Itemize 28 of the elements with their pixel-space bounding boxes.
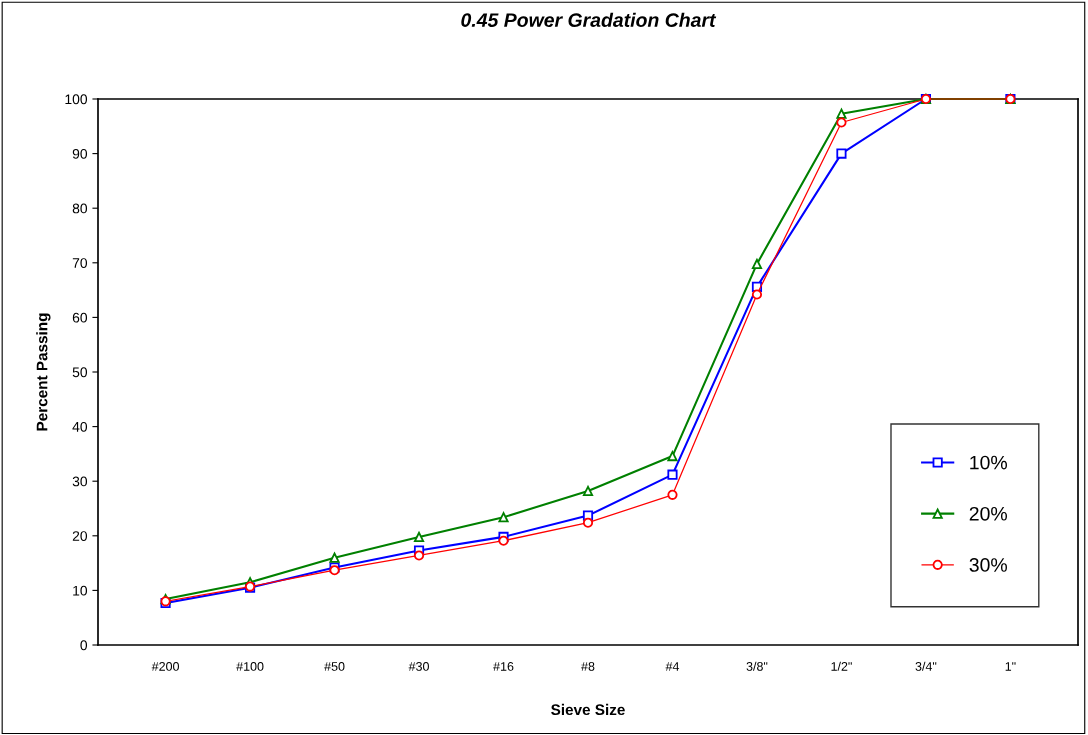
legend-label: 10%	[970, 455, 1007, 470]
x-tick-label: #30	[408, 662, 429, 671]
y-tick-label: 30	[72, 476, 88, 487]
y-tick-label: 10	[73, 585, 88, 596]
y-tick-label: 20	[72, 531, 88, 541]
y-tick-label: 80	[72, 203, 88, 214]
x-tick-label: 3/8"	[746, 661, 768, 671]
y-tick-label: 50	[72, 367, 88, 378]
x-tick-label: 3/4"	[915, 661, 937, 671]
x-tick-label: #16	[493, 662, 514, 671]
x-tick-label: #200	[151, 662, 179, 671]
y-axis-title: Percent Passing	[36, 313, 51, 431]
legend-label: 30%	[969, 558, 1007, 572]
y-tick-label: 0	[80, 640, 88, 651]
x-tick-label: #100	[236, 662, 264, 671]
x-tick-label: #50	[324, 662, 345, 671]
x-axis-title: Sieve Size	[551, 703, 625, 716]
y-tick-label: 90	[72, 148, 88, 159]
chart-title: 0.45 Power Gradation Chart	[461, 12, 717, 27]
x-tick-label: 1/2"	[831, 661, 852, 671]
x-tick-label: #4	[665, 662, 680, 671]
y-tick-label: 70	[72, 258, 88, 268]
y-tick-label: 40	[72, 421, 88, 432]
x-tick-label: 1"	[1005, 662, 1016, 671]
x-tick-label: #8	[581, 662, 595, 671]
y-tick-label: 100	[65, 94, 88, 105]
legend-label: 20%	[969, 506, 1007, 521]
y-tick-label: 60	[72, 312, 88, 323]
